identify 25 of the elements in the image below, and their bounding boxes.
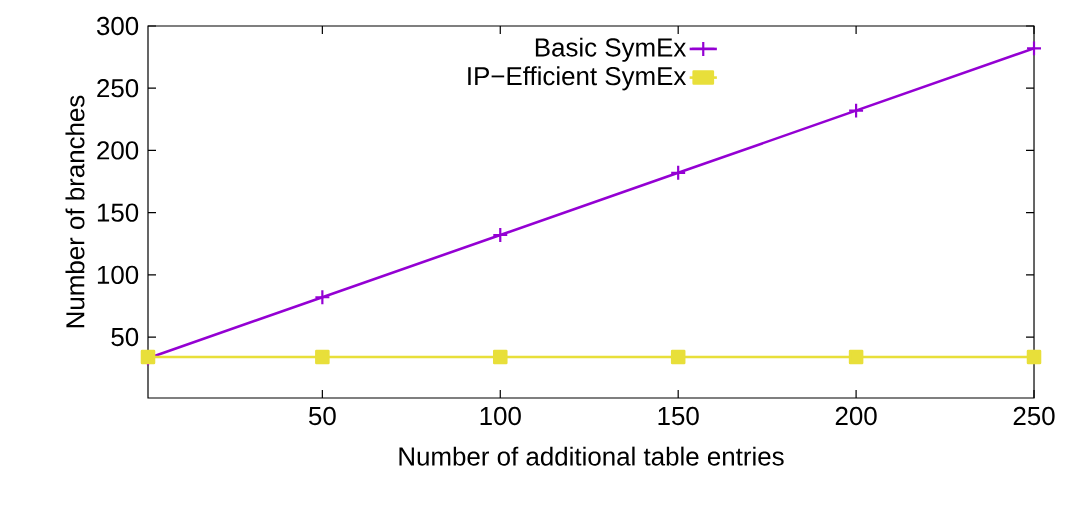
legend-label: Basic SymEx (535, 37, 687, 62)
y-tick-label: 100 (97, 265, 139, 284)
point (1025, 40, 1043, 57)
point (670, 349, 686, 365)
point (670, 164, 687, 181)
point (848, 102, 865, 119)
y-tick-label: 150 (97, 203, 139, 222)
point (492, 226, 509, 244)
y-axis-title: Number of branches (65, 95, 85, 328)
legend-label: IP−Efficient SymEx (468, 66, 687, 91)
x-tick-label: 200 (835, 406, 877, 426)
y-tick-label: 300 (96, 16, 139, 36)
x-tick-label: 150 (658, 406, 699, 426)
y-tick-label: 250 (97, 79, 139, 98)
x-tick-label: 250 (1013, 406, 1055, 426)
point (1026, 349, 1042, 365)
point (315, 349, 330, 365)
x-tick-label: 50 (308, 406, 336, 426)
point (848, 349, 864, 365)
y-tick-label: 50 (111, 327, 139, 347)
x-axis-title: Number of additional table entries (399, 446, 784, 466)
x-tick-label: 100 (480, 406, 521, 426)
point (492, 349, 508, 365)
point (314, 289, 331, 306)
y-tick-label: 200 (97, 141, 139, 160)
